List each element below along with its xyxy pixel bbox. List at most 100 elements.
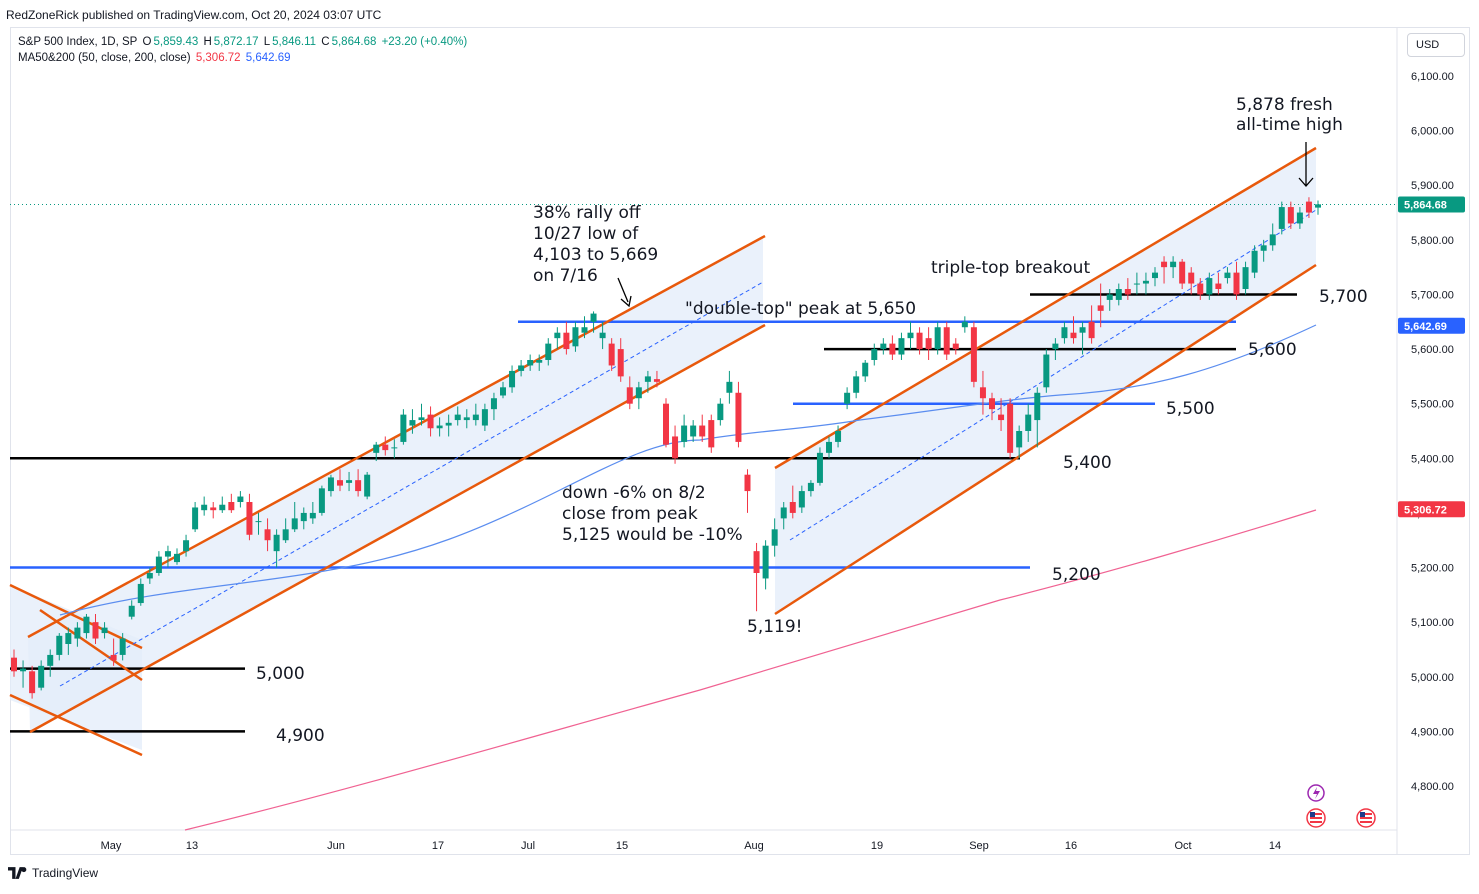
rally-arrow-head — [620, 295, 632, 308]
channel2-upper-line — [774, 146, 1317, 470]
candle-body — [201, 504, 208, 511]
change-value: +23.20 (+0.40%) — [381, 36, 468, 48]
level-label: 5,400 — [1063, 453, 1112, 473]
candle-body — [65, 633, 72, 644]
y-tick-label: 5,700.00 — [1411, 289, 1454, 301]
candle-body — [690, 425, 697, 437]
candle-body — [617, 349, 624, 377]
channel-fill-upper — [28, 236, 763, 732]
rally-annotation-line: 4,103 to 5,669 — [533, 245, 658, 265]
candle-body — [174, 553, 180, 563]
price-tag — [1398, 317, 1465, 334]
candle-body — [282, 529, 289, 541]
x-tick-label: 14 — [1269, 840, 1281, 852]
candle-body — [807, 482, 814, 492]
candle-body — [862, 362, 869, 377]
us-flag-stripe — [1360, 817, 1372, 819]
candle-body — [337, 480, 343, 486]
candle-body — [545, 343, 552, 360]
candle-body — [744, 474, 751, 492]
candle-body — [681, 425, 688, 442]
candle-body — [273, 534, 280, 552]
early-falling-line — [39, 608, 143, 682]
candle-body — [183, 540, 190, 552]
low-label: L — [263, 36, 271, 48]
us-flag-stripe — [1360, 821, 1372, 823]
candle-body — [635, 387, 642, 399]
candle-body — [880, 343, 887, 350]
candle-body — [708, 420, 715, 448]
candle-body — [255, 521, 262, 523]
candle-body — [762, 545, 769, 579]
ma-name[interactable]: MA50&200 (50, close, 200, close) — [18, 52, 191, 64]
candle-body — [663, 403, 669, 445]
candle-body — [119, 638, 126, 655]
tradingview-logo-icon — [8, 867, 27, 879]
currency-button[interactable]: USD — [1407, 33, 1465, 57]
y-tick-label: 5,500.00 — [1411, 399, 1454, 411]
x-tick-label: 19 — [871, 840, 883, 852]
candle-body — [355, 480, 362, 492]
candle-body — [92, 622, 99, 639]
candle-body — [1061, 327, 1068, 339]
candle-body — [581, 327, 588, 333]
down-annotation-line: 5,125 would be -10% — [562, 525, 743, 545]
lightning-event-icon[interactable] — [1307, 784, 1325, 802]
candle-body — [943, 327, 950, 355]
y-tick-label: 5,800.00 — [1411, 235, 1454, 247]
candle-body — [735, 392, 742, 442]
footer-brand-label: TradingView — [32, 866, 99, 880]
candle-body — [192, 507, 199, 530]
candle-body — [20, 668, 27, 672]
candle-body — [463, 417, 470, 421]
candle-body — [1224, 272, 1231, 279]
y-tick-label: 4,800.00 — [1411, 781, 1454, 793]
candle-body — [1305, 201, 1312, 213]
candle-body — [1115, 289, 1122, 300]
lightning-bolt-icon — [1313, 787, 1320, 799]
candle-body — [789, 502, 796, 513]
candle-body — [1179, 261, 1186, 284]
x-tick-label: Jun — [327, 840, 345, 852]
candle-body — [626, 387, 633, 404]
x-tick-label: Aug — [744, 840, 764, 852]
candle-body — [500, 387, 506, 396]
candle-body — [1242, 267, 1249, 289]
candle-body — [1233, 272, 1240, 295]
candle-body — [835, 431, 842, 442]
candle-body — [1124, 289, 1131, 295]
candle-body — [753, 551, 760, 573]
symbol-name[interactable]: S&P 500 Index, 1D, SP — [18, 36, 138, 48]
ma-legend: MA50&200 (50, close, 200, close) 5,306.7… — [18, 52, 293, 64]
x-tick-label: May — [101, 840, 122, 852]
y-tick-label: 5,000.00 — [1411, 672, 1454, 684]
candle-body — [952, 343, 959, 350]
double-top-annotation: "double-top" peak at 5,650 — [685, 299, 916, 319]
candle-body — [536, 360, 543, 363]
x-tick-label: Sep — [969, 840, 989, 852]
candle-body — [780, 507, 787, 519]
candle-body — [798, 491, 805, 508]
price-tag-label: 5,642.69 — [1404, 321, 1447, 333]
us-flag-stripe — [1310, 821, 1322, 823]
candle-body — [74, 627, 81, 639]
candle-body — [110, 654, 117, 661]
candle-body — [83, 616, 90, 634]
candle-body — [1278, 207, 1285, 229]
candle-body — [11, 657, 17, 672]
candle-body — [853, 376, 860, 393]
channel-lower-line — [29, 323, 766, 734]
us-flag-stripe — [1310, 813, 1322, 815]
level-label: 5,000 — [256, 664, 305, 684]
candle-body — [1260, 245, 1267, 251]
candle-body — [219, 504, 226, 511]
y-tick-label: 4,900.00 — [1411, 726, 1454, 738]
candle-body — [291, 518, 298, 530]
candle-body — [907, 332, 914, 339]
candle-body — [1197, 283, 1204, 295]
rally-annotation-line: on 7/16 — [533, 266, 598, 286]
candle-body — [726, 381, 733, 393]
candle-body — [934, 327, 941, 350]
candle-body — [1034, 392, 1041, 421]
